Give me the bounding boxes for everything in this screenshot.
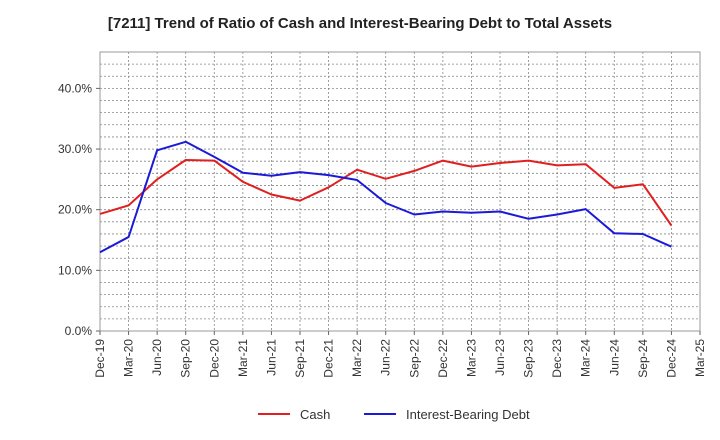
- grid: [100, 51, 700, 331]
- y-axis-ticks: 0.0% 10.0% 20.0% 30.0% 40.0%: [58, 81, 100, 338]
- x-tick-label: Mar-22: [350, 339, 364, 377]
- x-tick-label: Dec-20: [207, 339, 221, 378]
- x-tick-label: Dec-22: [436, 339, 450, 378]
- x-tick-label: Jun-20: [150, 339, 164, 376]
- legend-label-cash: Cash: [300, 407, 330, 422]
- x-tick-label: Mar-24: [579, 339, 593, 377]
- plot-frame: [99, 51, 701, 332]
- series-line-cash: [99, 159, 673, 227]
- x-tick-label: Jun-22: [379, 339, 393, 376]
- x-tick-label: Dec-19: [93, 339, 107, 378]
- legend-label-interest-bearing-debt: Interest-Bearing Debt: [406, 407, 530, 422]
- chart-title: [7211] Trend of Ratio of Cash and Intere…: [107, 15, 613, 32]
- x-tick-label: Mar-21: [236, 339, 250, 377]
- y-tick-label: 30.0%: [58, 142, 92, 156]
- legend: Cash Interest-Bearing Debt: [258, 407, 530, 422]
- y-tick-label: 20.0%: [58, 203, 92, 217]
- x-tick-label: Dec-24: [664, 339, 678, 378]
- y-tick-label: 40.0%: [58, 81, 92, 95]
- x-tick-label: Sep-23: [522, 339, 536, 378]
- x-tick-label: Sep-20: [179, 339, 193, 378]
- y-tick-label: 10.0%: [58, 263, 92, 277]
- x-tick-label: Dec-23: [550, 339, 564, 378]
- series-line-interest-bearing-debt: [99, 140, 672, 254]
- x-tick-label: Sep-24: [636, 339, 650, 378]
- x-tick-label: Mar-23: [464, 339, 478, 377]
- y-tick-label: 0.0%: [65, 324, 93, 338]
- series-lines: [99, 140, 673, 254]
- x-tick-label: Dec-21: [322, 339, 336, 378]
- x-tick-label: Sep-22: [407, 339, 421, 378]
- x-tick-label: Jun-24: [607, 339, 621, 376]
- x-axis-ticks: Dec-19 Mar-20 Jun-20 Sep-20 Dec-20 Mar-21 Jun-…: [93, 331, 707, 378]
- x-tick-label: Jun-21: [264, 339, 278, 376]
- x-tick-label: Mar-25: [693, 339, 707, 377]
- x-tick-label: Sep-21: [293, 339, 307, 378]
- x-tick-label: Mar-20: [122, 339, 136, 377]
- x-tick-label: Jun-23: [493, 339, 507, 376]
